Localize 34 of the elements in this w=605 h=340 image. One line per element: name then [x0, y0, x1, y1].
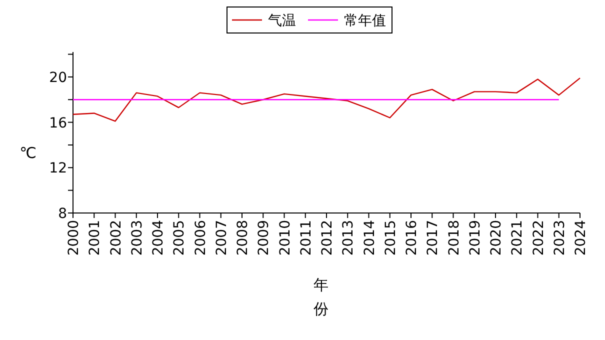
y-tick-label: 8	[58, 206, 67, 222]
x-tick-label: 2010	[277, 220, 294, 256]
x-tick-label: 2012	[320, 220, 336, 256]
legend-label: 气温	[268, 13, 296, 29]
x-tick-label: 2023	[552, 220, 568, 256]
x-tick-label: 2018	[446, 220, 462, 256]
x-tick-label: 2021	[510, 220, 526, 256]
y-axis-title: ℃	[20, 144, 36, 162]
x-axis-title: 年份	[314, 276, 328, 318]
y-tick-label: 12	[49, 160, 67, 177]
x-tick-label: 2007	[214, 220, 230, 256]
x-tick-label: 2016	[404, 220, 420, 256]
x-tick-label: 2001	[87, 220, 104, 256]
x-tick-label: 2008	[235, 220, 251, 256]
x-tick-label: 2015	[382, 220, 399, 256]
x-tick-label: 2019	[467, 220, 484, 256]
x-tick-label: 2004	[150, 220, 166, 256]
x-tick-label: 2017	[425, 220, 442, 256]
legend-label: 常年值	[344, 13, 386, 29]
x-tick-label: 2009	[256, 220, 272, 256]
x-tick-label: 2003	[129, 220, 146, 256]
y-tick-label: 20	[49, 70, 67, 86]
x-tick-label: 2005	[172, 220, 188, 256]
x-tick-label: 2014	[362, 220, 378, 256]
y-tick-label: 16	[49, 115, 68, 132]
x-tick-label: 2024	[573, 220, 589, 256]
x-tick-label: 2006	[192, 220, 209, 256]
x-tick-label: 2020	[488, 220, 504, 256]
x-tick-label: 2011	[298, 220, 314, 256]
x-tick-label: 2002	[108, 220, 124, 256]
line-series	[72, 77, 581, 122]
x-tick-label: 2022	[530, 220, 547, 256]
x-tick-label: 2013	[340, 220, 357, 256]
x-tick-label: 2000	[66, 220, 82, 256]
